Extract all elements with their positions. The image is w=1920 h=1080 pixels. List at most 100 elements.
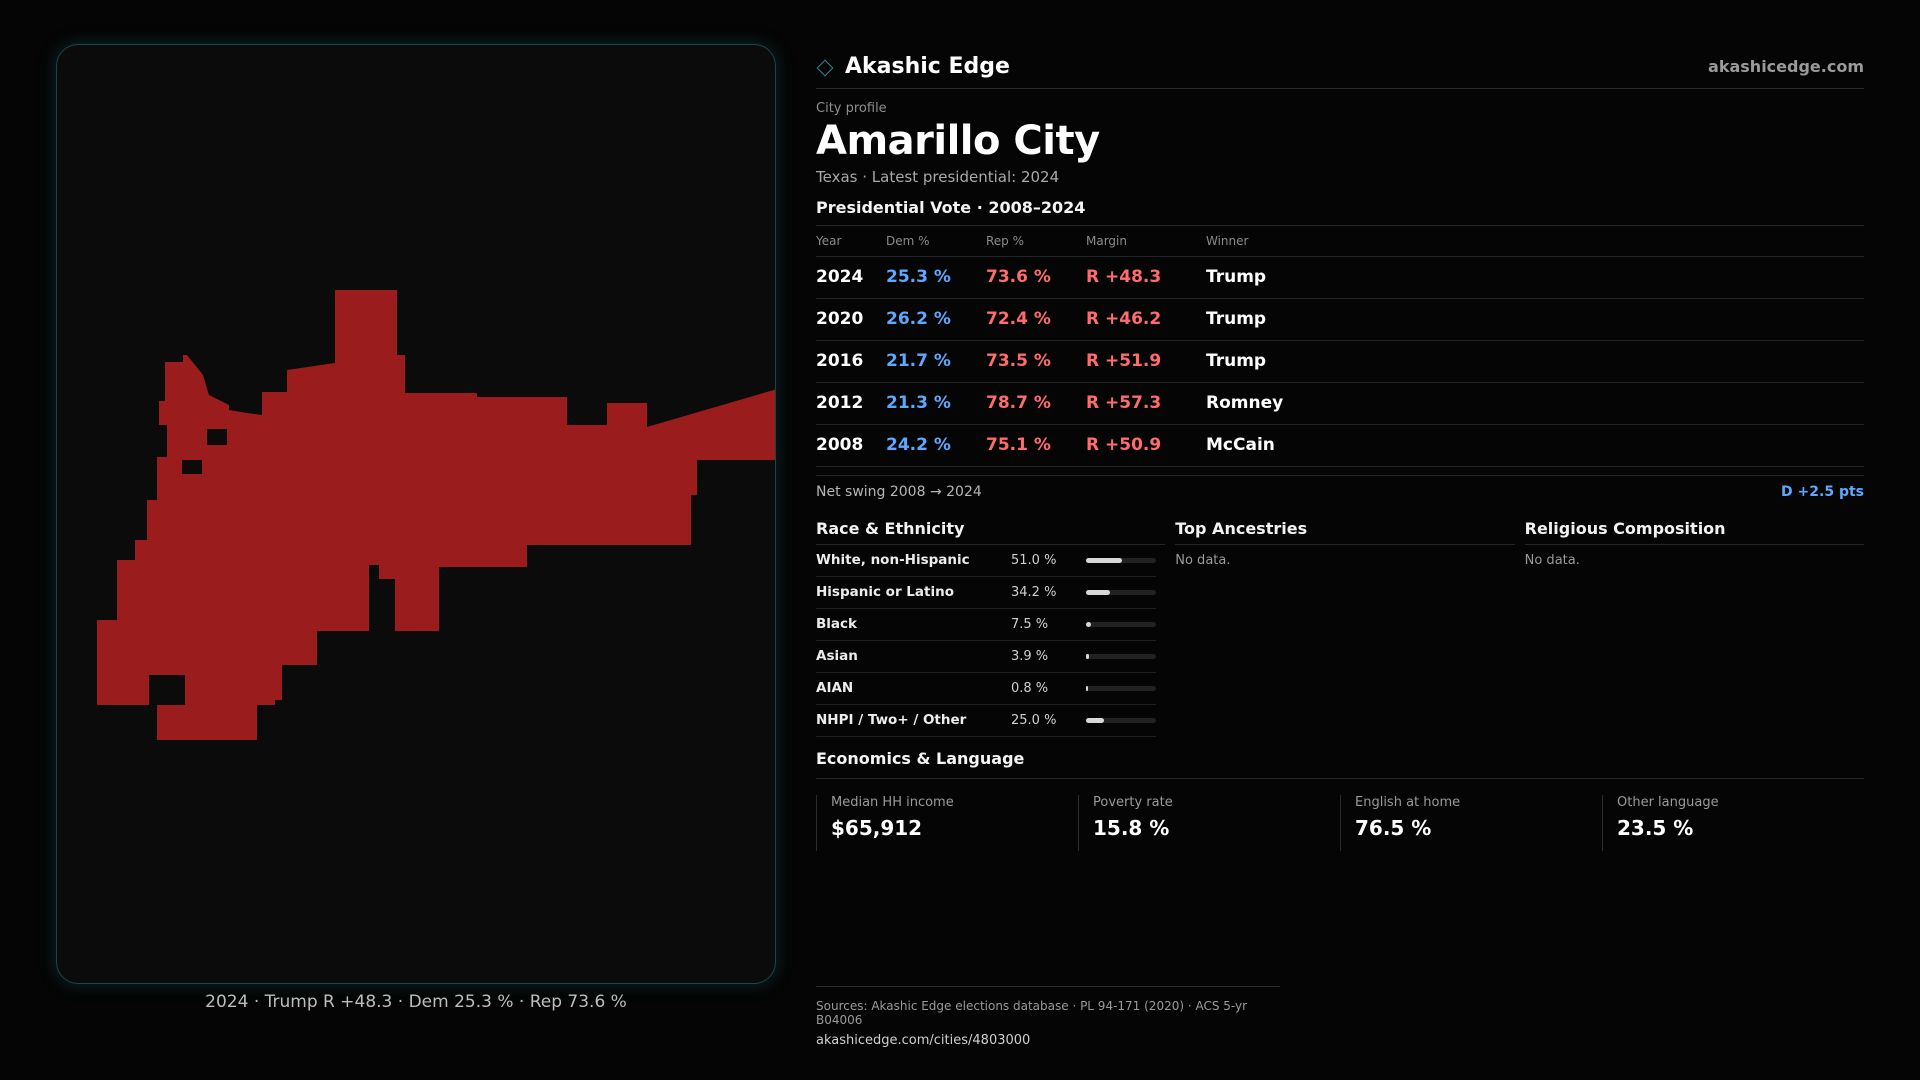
economics-stats: Median HH income $65,912 Poverty rate 15… <box>816 794 1864 851</box>
city-map-panel[interactable] <box>56 44 776 984</box>
vote-dem: 21.7 % <box>886 340 986 383</box>
stat-value: 15.8 % <box>1093 815 1170 840</box>
race-bar <box>1086 621 1156 627</box>
profile-eyebrow: City profile <box>816 101 887 116</box>
race-list: White, non-Hispanic 51.0 % Hispanic or L… <box>816 545 1165 737</box>
vote-year: 2008 <box>816 424 886 467</box>
header-margin: Margin <box>1086 226 1206 257</box>
race-bar <box>1086 557 1156 563</box>
race-bar <box>1086 653 1156 659</box>
race-bar-fill <box>1086 717 1104 723</box>
vote-dem: 24.2 % <box>886 424 986 467</box>
vote-section-title: Presidential Vote · 2008–2024 <box>816 198 1864 226</box>
header-rep: Rep % <box>986 226 1086 257</box>
brand-domain[interactable]: akashicedge.com <box>1708 56 1864 76</box>
list-item: AIAN 0.8 % <box>816 673 1156 705</box>
stat-value: $65,912 <box>831 815 923 840</box>
header-dem: Dem % <box>886 226 986 257</box>
race-label: Asian <box>816 648 858 664</box>
vote-table-header: Year Dem % Rep % Margin Winner <box>816 226 1864 257</box>
table-row: 2024 25.3 % 73.6 % R +48.3 Trump <box>816 256 1864 299</box>
vote-margin: R +50.9 <box>1086 424 1206 467</box>
list-item: Black 7.5 % <box>816 609 1156 641</box>
vote-rep: 73.5 % <box>986 340 1086 383</box>
race-value: 51.0 % <box>1011 552 1057 568</box>
list-item: Hispanic or Latino 34.2 % <box>816 577 1156 609</box>
table-row: 2020 26.2 % 72.4 % R +46.2 Trump <box>816 298 1864 341</box>
race-value: 0.8 % <box>1011 680 1049 696</box>
race-bar-fill <box>1086 557 1122 563</box>
race-bar-fill <box>1086 621 1092 627</box>
stat-english-at-home: English at home 76.5 % <box>1340 794 1602 851</box>
city-boundary-map <box>97 290 775 740</box>
vote-year: 2012 <box>816 382 886 425</box>
list-item: White, non-Hispanic 51.0 % <box>816 545 1156 577</box>
stat-median-income: Median HH income $65,912 <box>816 794 1078 851</box>
brand[interactable]: Akashic Edge <box>816 54 1010 79</box>
map-hole <box>207 429 227 445</box>
race-bar-fill <box>1086 653 1089 659</box>
list-item: NHPI / Two+ / Other 25.0 % <box>816 705 1156 737</box>
map-hole <box>182 460 202 474</box>
race-value: 3.9 % <box>1011 648 1049 664</box>
race-bar <box>1086 685 1156 691</box>
stat-label: Other language <box>1617 794 1719 810</box>
race-bar <box>1086 589 1156 595</box>
net-swing-value: D +2.5 pts <box>1781 484 1864 500</box>
brand-name: Akashic Edge <box>845 53 1010 79</box>
vote-winner: Trump <box>1206 340 1864 383</box>
vote-winner: Trump <box>1206 298 1864 341</box>
stat-label: Median HH income <box>831 794 954 810</box>
stat-value: 23.5 % <box>1617 815 1694 840</box>
page-title: Amarillo City <box>816 118 1100 164</box>
demographics-columns: Race & Ethnicity White, non-Hispanic 51.… <box>816 515 1864 737</box>
vote-winner: Romney <box>1206 382 1864 425</box>
race-bar <box>1086 717 1156 723</box>
profile-subtitle: Texas · Latest presidential: 2024 <box>816 168 1060 186</box>
footer-sources: Sources: Akashic Edge elections database… <box>816 999 1248 1027</box>
religion-empty: No data. <box>1524 552 1580 568</box>
net-swing: Net swing 2008 → 2024 D +2.5 pts <box>816 474 1864 509</box>
stat-value: 76.5 % <box>1355 815 1432 840</box>
stat-label: English at home <box>1355 794 1461 810</box>
table-row: 2012 21.3 % 78.7 % R +57.3 Romney <box>816 382 1864 425</box>
header-year: Year <box>816 226 886 257</box>
race-bar-fill <box>1086 589 1110 595</box>
table-row: 2008 24.2 % 75.1 % R +50.9 McCain <box>816 424 1864 467</box>
table-row: 2016 21.7 % 73.5 % R +51.9 Trump <box>816 340 1864 383</box>
stat-poverty-rate: Poverty rate 15.8 % <box>1078 794 1340 851</box>
header-winner: Winner <box>1206 226 1864 257</box>
brand-bar: Akashic Edge akashicedge.com <box>816 44 1864 89</box>
race-bar-fill <box>1086 685 1088 691</box>
race-label: Hispanic or Latino <box>816 584 954 600</box>
race-value: 34.2 % <box>1011 584 1057 600</box>
race-section: Race & Ethnicity White, non-Hispanic 51.… <box>816 515 1166 737</box>
footer-url[interactable]: akashicedge.com/cities/4803000 <box>816 1033 1031 1048</box>
race-section-title: Race & Ethnicity <box>816 515 1166 545</box>
vote-margin: R +57.3 <box>1086 382 1206 425</box>
stat-label: Poverty rate <box>1093 794 1173 810</box>
vote-margin: R +48.3 <box>1086 256 1206 299</box>
vote-winner: McCain <box>1206 424 1864 467</box>
religion-section: Religious Composition No data. <box>1515 515 1864 737</box>
city-profile-panel: Akashic Edge akashicedge.com City profil… <box>816 44 1864 1044</box>
map-hole <box>149 675 185 705</box>
vote-rep: 73.6 % <box>986 256 1086 299</box>
map-caption: 2024 · Trump R +48.3 · Dem 25.3 % · Rep … <box>205 992 627 1012</box>
ancestries-section: Top Ancestries No data. <box>1165 515 1515 737</box>
vote-dem: 26.2 % <box>886 298 986 341</box>
vote-rep: 78.7 % <box>986 382 1086 425</box>
vote-dem: 25.3 % <box>886 256 986 299</box>
net-swing-label: Net swing 2008 → 2024 <box>816 484 982 500</box>
race-label: NHPI / Two+ / Other <box>816 712 967 728</box>
vote-year: 2016 <box>816 340 886 383</box>
ancestries-title: Top Ancestries <box>1175 515 1515 545</box>
footer: Sources: Akashic Edge elections database… <box>816 986 1280 1048</box>
race-value: 25.0 % <box>1011 712 1057 728</box>
stat-other-language: Other language 23.5 % <box>1602 794 1864 851</box>
list-item: Asian 3.9 % <box>816 641 1156 673</box>
race-value: 7.5 % <box>1011 616 1049 632</box>
vote-rep: 72.4 % <box>986 298 1086 341</box>
race-label: Black <box>816 616 858 632</box>
vote-dem: 21.3 % <box>886 382 986 425</box>
